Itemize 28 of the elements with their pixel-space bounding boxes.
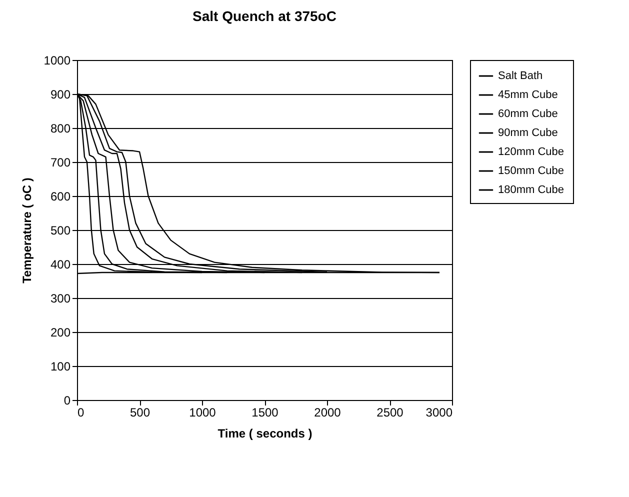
- y-tick-label: 400: [50, 258, 71, 272]
- y-tick-label: 700: [50, 156, 71, 170]
- y-axis-title: Temperature ( oC ): [20, 178, 34, 284]
- legend-label: 90mm Cube: [498, 127, 558, 139]
- y-tick-label: 500: [50, 224, 71, 238]
- y-tick-label: 1000: [44, 54, 71, 68]
- y-tick-label: 800: [50, 122, 71, 136]
- x-tick-label: 3000: [426, 406, 453, 420]
- x-axis-title: Time ( seconds ): [218, 426, 312, 440]
- chart-title: Salt Quench at 375oC: [192, 8, 336, 24]
- x-tick-label: 2000: [314, 406, 342, 420]
- y-tick-label: 100: [50, 360, 71, 374]
- legend-label: 60mm Cube: [498, 108, 558, 120]
- y-tick-label: 300: [50, 292, 71, 306]
- legend-label: 45mm Cube: [498, 89, 558, 101]
- y-tick-label: 900: [50, 88, 71, 102]
- legend-label: 120mm Cube: [498, 146, 564, 158]
- legend-label: 180mm Cube: [498, 184, 564, 196]
- legend-label: 150mm Cube: [498, 165, 564, 177]
- y-tick-label: 600: [50, 190, 71, 204]
- x-tick-label: 500: [130, 406, 150, 420]
- x-tick-label: 1000: [189, 406, 216, 420]
- y-tick-label: 200: [50, 326, 71, 340]
- x-tick-label: 2500: [376, 406, 404, 420]
- x-tick-label: 1500: [252, 406, 279, 420]
- x-tick-label: 0: [78, 406, 84, 420]
- y-tick-label: 0: [64, 394, 71, 408]
- legend-label: Salt Bath: [498, 70, 543, 82]
